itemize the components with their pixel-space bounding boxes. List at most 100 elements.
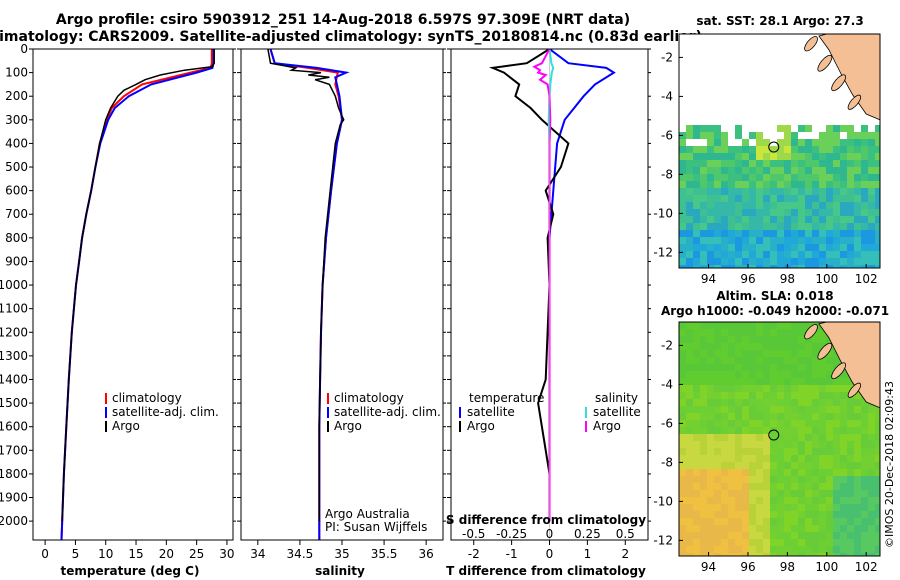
m2-map-cell xyxy=(735,371,743,379)
m2-map-cell xyxy=(798,546,806,554)
m2-map-cell xyxy=(721,357,729,365)
m1-map-cell xyxy=(854,251,862,259)
m1-map-cell xyxy=(791,97,799,105)
m2-map-cell xyxy=(798,476,806,484)
m2-map-cell xyxy=(679,364,687,372)
m1-map-cell xyxy=(700,118,708,126)
m1-map-cell xyxy=(679,83,687,91)
m2-map-cell xyxy=(735,511,743,519)
m2-map-cell xyxy=(763,553,771,556)
m2-map-cell xyxy=(833,462,841,470)
m2-map-cell xyxy=(700,350,708,358)
m2-map-cell xyxy=(679,553,687,556)
m1-map-cell xyxy=(798,118,806,126)
m1-map-cell xyxy=(735,160,743,168)
m2-map-cell xyxy=(742,448,750,456)
m1-map-cell xyxy=(749,153,757,161)
m1-map-cell xyxy=(756,160,764,168)
m2-map-cell xyxy=(742,392,750,400)
m2-map-cell xyxy=(805,469,813,477)
m1-map-cell xyxy=(686,153,694,161)
m2-map-cell xyxy=(861,553,869,556)
m1-map-cell xyxy=(840,237,848,245)
m2-map-cell xyxy=(840,518,848,526)
m2-map-cell xyxy=(861,539,869,547)
m2-map-cell xyxy=(784,448,792,456)
m2-map-cell xyxy=(721,336,729,344)
m2-map-cell xyxy=(693,434,701,442)
m2-map-cell xyxy=(819,553,827,556)
s-series-climatology xyxy=(269,49,344,540)
m1-map-cell xyxy=(728,118,736,126)
m1-map-cell xyxy=(721,230,729,238)
m1-map-cell xyxy=(791,181,799,189)
m2-map-cell xyxy=(742,553,750,556)
m2-map-cell xyxy=(728,511,736,519)
m1-map-cell xyxy=(798,209,806,217)
m1-map-cell xyxy=(875,195,880,203)
m2-map-cell xyxy=(693,399,701,407)
m2-map-cell xyxy=(777,378,785,386)
m1-map-cell xyxy=(756,76,764,84)
m1-map-cell xyxy=(798,125,806,133)
m2-map-cell xyxy=(707,553,715,556)
m1-map-cell xyxy=(700,34,708,42)
m2-map-cell xyxy=(868,546,876,554)
m2-map-cell xyxy=(700,392,708,400)
m2-map-cell xyxy=(770,385,778,393)
m1-map-cell xyxy=(707,265,715,268)
m1-map-cell xyxy=(819,48,827,56)
m1-map-cell xyxy=(875,258,880,266)
m1-map-cell xyxy=(791,251,799,259)
m1-xtick-label: 102 xyxy=(855,272,878,286)
m2-map-cell xyxy=(693,343,701,351)
m2-map-cell xyxy=(791,497,799,505)
m2-map-cell xyxy=(700,322,708,330)
m1-map-cell xyxy=(861,223,869,231)
m2-map-cell xyxy=(819,385,827,393)
m1-map-cell xyxy=(707,48,715,56)
m2-map-cell xyxy=(861,525,869,533)
m2-map-cell xyxy=(686,336,694,344)
m2-map-cell xyxy=(679,329,687,337)
m2-map-cell xyxy=(875,469,880,477)
m1-map-cell xyxy=(735,216,743,224)
m2-map-cell xyxy=(840,511,848,519)
m1-map-cell xyxy=(777,83,785,91)
m1-map-cell xyxy=(784,258,792,266)
m2-map-cell xyxy=(826,532,834,540)
m2-map-cell xyxy=(700,336,708,344)
m2-map-cell xyxy=(756,525,764,533)
m1-map-cell xyxy=(770,118,778,126)
m1-map-cell xyxy=(714,209,722,217)
m2-map-cell xyxy=(847,490,855,498)
m1-map-cell xyxy=(868,174,876,182)
m1-map-cell xyxy=(770,62,778,70)
m2-map-cell xyxy=(840,553,848,556)
m2-map-cell xyxy=(798,413,806,421)
m2-map-cell xyxy=(679,490,687,498)
m2-map-cell xyxy=(854,441,862,449)
m1-map-cell xyxy=(805,174,813,182)
m2-map-cell xyxy=(826,546,834,554)
m1-map-cell xyxy=(770,188,778,196)
m1-map-cell xyxy=(861,125,869,133)
m1-map-cell xyxy=(686,111,694,119)
m1-map-cell xyxy=(805,258,813,266)
m1-map-cell xyxy=(826,202,834,210)
m2-map-cell xyxy=(693,364,701,372)
m1-map-cell xyxy=(777,41,785,49)
m1-map-cell xyxy=(721,244,729,252)
m2-map-cell xyxy=(721,434,729,442)
m2-map-cell xyxy=(707,539,715,547)
m2-map-cell xyxy=(875,455,880,463)
m2-sumatra-land xyxy=(818,322,880,409)
m2-map-cell xyxy=(763,483,771,491)
m2-map-cell xyxy=(875,532,880,540)
m1-map-cell xyxy=(770,209,778,217)
m1-map-cell xyxy=(770,174,778,182)
m2-map-cell xyxy=(784,455,792,463)
m1-map-cell xyxy=(798,111,806,119)
m2-map-cell xyxy=(679,462,687,470)
m2-map-cell xyxy=(868,511,876,519)
